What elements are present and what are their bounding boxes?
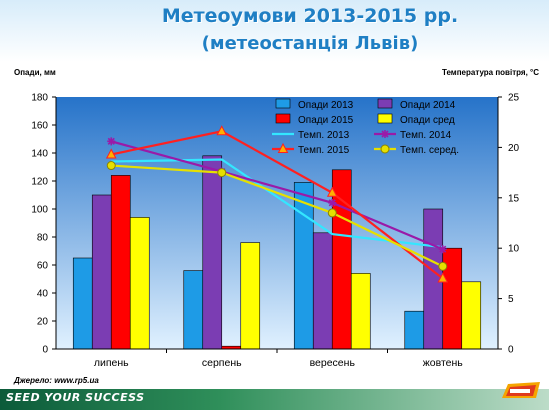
footer-band	[0, 389, 549, 410]
bar	[110, 175, 131, 350]
legend-swatch	[377, 98, 393, 109]
line-point	[105, 148, 117, 159]
x-tick-label: серпень	[202, 357, 242, 369]
y-tick-label: 180	[31, 93, 48, 104]
source-note: Джерело: www.rp5.ua	[14, 376, 99, 385]
y-tick-label: 160	[31, 121, 48, 132]
line-point	[326, 186, 338, 197]
y-tick-label: 80	[37, 233, 49, 244]
y2-axis-title: Температура повітря, °С	[441, 68, 539, 77]
line-point	[327, 208, 337, 218]
brand-logo	[502, 382, 540, 398]
line-point	[277, 142, 289, 153]
bar	[312, 232, 333, 350]
bar	[183, 270, 204, 350]
chart-subtitle: (метеостанція Львів)	[201, 33, 419, 54]
y2-tick-label: 0	[508, 345, 514, 356]
y-tick-label: 40	[37, 289, 49, 300]
bar	[202, 155, 223, 350]
chart: 0 20 40 60 80 100 120 140 160 180 0 5 10 15 20 25 липень…	[31, 93, 520, 370]
y-tick-label: 0	[42, 345, 48, 356]
y-tick-label: 60	[37, 261, 49, 272]
y2-tick-label: 25	[508, 93, 520, 104]
bar	[350, 273, 371, 350]
line-point	[438, 261, 448, 271]
line-point	[328, 198, 337, 207]
y-tick-label: 120	[31, 177, 48, 188]
x-tick-label: липень	[94, 357, 129, 369]
bar	[293, 182, 314, 350]
legend-label: Темп. 2014	[400, 130, 452, 141]
line-point	[107, 137, 116, 146]
bar	[91, 194, 112, 350]
y-tick-label: 140	[31, 149, 48, 160]
line-point	[381, 130, 389, 138]
line-point	[438, 245, 447, 254]
legend-label: Опади 2015	[298, 115, 354, 126]
legend-label: Темп. 2015	[298, 145, 350, 156]
legend-swatch	[275, 113, 291, 124]
slogan: SEED YOUR SUCCESS	[6, 391, 145, 404]
line-point	[380, 144, 390, 154]
title-banner	[0, 0, 549, 62]
legend-label: Опади 2014	[400, 100, 456, 111]
y2-tick-label: 15	[508, 193, 520, 204]
series-line	[110, 140, 444, 251]
line-point	[216, 125, 228, 136]
legend-swatch	[275, 98, 291, 109]
legend-label: Темп. 2013	[298, 130, 350, 141]
x-tick-label: жовтень	[423, 357, 464, 369]
legend-label: Темп. серед.	[400, 145, 459, 156]
bar	[129, 217, 150, 350]
legend-label: Опади сред	[400, 115, 455, 126]
bar	[240, 242, 261, 350]
legend-label: Опади 2013	[298, 100, 354, 111]
bar	[404, 310, 425, 350]
bar	[72, 257, 93, 350]
y-tick-label: 20	[37, 317, 49, 328]
y-tick-label: 100	[31, 205, 48, 216]
series-line	[111, 130, 444, 280]
line-point	[217, 168, 227, 178]
legend-swatch	[377, 113, 393, 124]
series-line	[111, 164, 444, 268]
bar	[461, 281, 482, 350]
line-point	[106, 161, 116, 171]
y-axis-title: Опади, мм	[14, 68, 56, 77]
y2-tick-label: 20	[508, 143, 520, 154]
chart-title: Метеоумови 2013-2015 рр.	[161, 5, 459, 27]
x-tick-label: вересень	[310, 357, 356, 369]
y2-tick-label: 5	[508, 294, 514, 305]
line-point	[437, 272, 449, 283]
y2-tick-label: 10	[508, 244, 520, 255]
